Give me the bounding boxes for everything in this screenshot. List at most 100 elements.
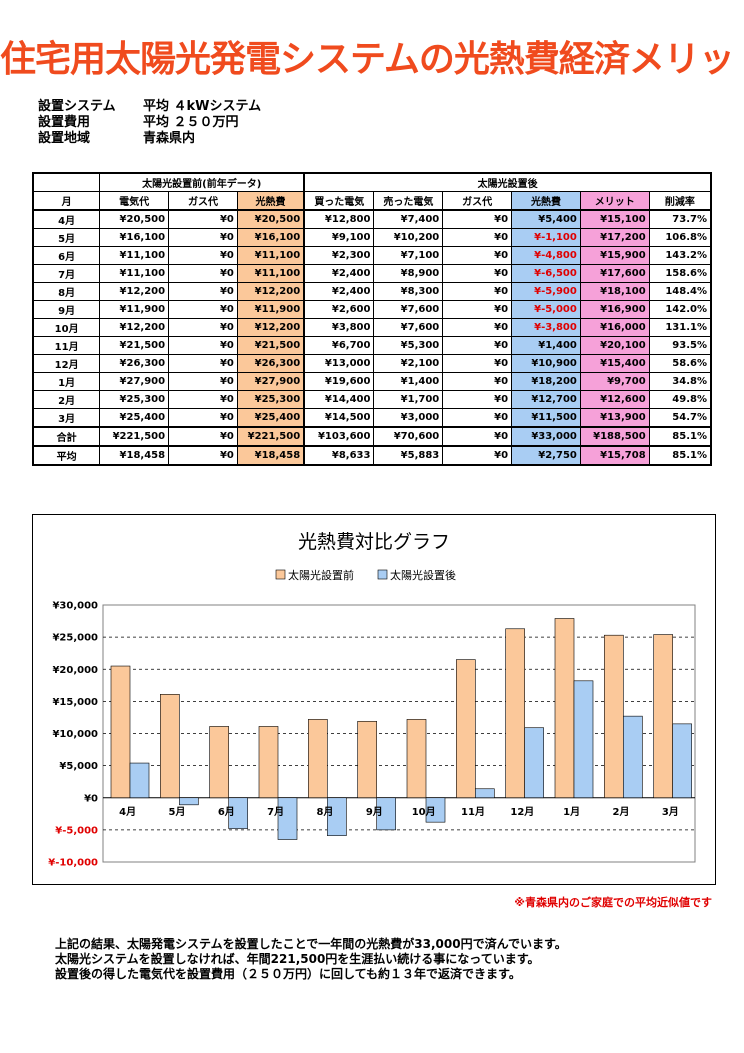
table-cell: ¥0 <box>442 390 513 409</box>
x-tick-label: 12月 <box>510 806 534 818</box>
bar <box>406 719 427 799</box>
y-tick-label: ¥30,000 <box>52 601 98 612</box>
table-cell: ¥0 <box>168 445 238 466</box>
table-cell: ¥5,400 <box>511 209 581 229</box>
table-cell: 34.8% <box>648 372 712 391</box>
table-cell: 平均 <box>32 445 101 466</box>
table-row: 7月 ¥11,100 ¥0 ¥11,100 ¥2,400 ¥8,900 ¥0 ¥-6,500 ¥… <box>32 264 712 283</box>
table-cell: 73.7% <box>648 209 712 229</box>
table-cell: ¥0 <box>168 408 238 428</box>
table-cell: ¥7,400 <box>373 209 444 229</box>
table-cell: ¥8,633 <box>303 445 375 466</box>
group-header-before: 太陽光設置前(前年データ) <box>99 172 305 192</box>
table-cell: ¥1,400 <box>373 372 444 391</box>
table-cell: ¥11,900 <box>99 300 170 319</box>
column-header: 月 <box>32 191 101 211</box>
table-cell: ¥7,600 <box>373 300 444 319</box>
table-cell: 142.0% <box>648 300 712 319</box>
table-cell: ¥19,600 <box>303 372 375 391</box>
table-cell: ¥0 <box>442 264 513 283</box>
table-cell: 54.7% <box>648 408 712 428</box>
table-cell: ¥1,400 <box>511 336 581 355</box>
x-tick-label: 6月 <box>218 806 235 818</box>
table-cell: 131.1% <box>648 318 712 337</box>
table-cell: 49.8% <box>648 390 712 409</box>
table-cell: ¥11,900 <box>236 300 305 319</box>
table-row: 3月 ¥25,400 ¥0 ¥25,400 ¥14,500 ¥3,000 ¥0 ¥11,500… <box>32 408 712 428</box>
table-cell: ¥17,600 <box>579 264 650 283</box>
table-cell: ¥0 <box>168 246 238 265</box>
chart-container: 光熱費対比グラフ 太陽光設置前 太陽光設置後 ¥30,000 ¥25,000 ¥20,00… <box>32 514 716 885</box>
table-cell: 11月 <box>32 336 101 355</box>
table-cell: ¥12,700 <box>511 390 581 409</box>
column-header: 削減率 <box>648 191 712 211</box>
table-cell: ¥15,900 <box>579 246 650 265</box>
column-header: 電気代 <box>99 191 170 211</box>
bar <box>357 720 377 799</box>
table-cell: ¥33,000 <box>511 426 581 447</box>
table-cell: 合計 <box>32 426 101 447</box>
table-cell: ¥-6,500 <box>511 264 581 283</box>
bar <box>160 694 180 799</box>
chart-title: 光熱費対比グラフ <box>298 531 450 553</box>
table-cell: ¥27,900 <box>236 372 305 391</box>
table-cell: ¥16,100 <box>236 228 305 247</box>
table-cell: ¥0 <box>442 408 513 428</box>
summary: 上記の結果、太陽発電システムを設置したことで一年間の光熱費が33,000円で済ん… <box>55 937 567 982</box>
column-header: 光熱費 <box>236 191 305 211</box>
x-tick-label: 2月 <box>613 806 630 818</box>
table-cell: ¥0 <box>168 282 238 301</box>
table-row: 10月 ¥12,200 ¥0 ¥12,200 ¥3,800 ¥7,600 ¥0 ¥-3,800… <box>32 318 712 337</box>
summary-line: 上記の結果、太陽発電システムを設置したことで一年間の光熱費が33,000円で済ん… <box>55 937 567 951</box>
page-title: 住宅用太陽光発電システムの光熱費経済メリット <box>0 39 744 80</box>
column-header: 光熱費 <box>511 191 581 211</box>
bar <box>308 719 328 799</box>
footnote: ※青森県内のご家庭での平均近似値です <box>514 896 712 909</box>
info-value: 青森県内 <box>143 131 196 146</box>
table-cell: 158.6% <box>648 264 712 283</box>
table-cell: ¥0 <box>442 300 513 319</box>
table-cell: ¥16,000 <box>579 318 650 337</box>
y-tick-label: ¥25,000 <box>52 633 98 644</box>
column-header: 売った電気 <box>373 191 444 211</box>
table-cell: ¥11,500 <box>511 408 581 428</box>
table-cell: ¥221,500 <box>236 426 305 447</box>
legend-label: 太陽光設置後 <box>390 568 456 582</box>
table-cell: 9月 <box>32 300 101 319</box>
y-tick-label: ¥0 <box>84 793 98 804</box>
table-cell: ¥25,400 <box>236 408 305 428</box>
table-cell: 106.8% <box>648 228 712 247</box>
table-cell: 93.5% <box>648 336 712 355</box>
table-cell: ¥70,600 <box>373 426 444 447</box>
table-cell: ¥9,100 <box>303 228 375 247</box>
x-tick-label: 1月 <box>563 806 580 818</box>
table-cell: ¥15,100 <box>579 209 650 229</box>
table-row: 8月 ¥12,200 ¥0 ¥12,200 ¥2,400 ¥8,300 ¥0 ¥-5,900 ¥… <box>32 282 712 301</box>
table-row: 6月 ¥11,100 ¥0 ¥11,100 ¥2,300 ¥7,100 ¥0 ¥-4,800 ¥… <box>32 246 712 265</box>
table-cell: ¥15,400 <box>579 354 650 373</box>
y-tick-label: ¥-5,000 <box>55 825 98 836</box>
table-cell: ¥20,100 <box>579 336 650 355</box>
table-cell: ¥6,700 <box>303 336 375 355</box>
table-cell: 7月 <box>32 264 101 283</box>
info-value: 平均 ４kWシステム <box>143 99 262 114</box>
table-cell: ¥12,600 <box>579 390 650 409</box>
bar <box>209 726 229 799</box>
column-header: ガス代 <box>168 191 238 211</box>
x-tick-label: 3月 <box>662 806 679 818</box>
table-row: 1月 ¥27,900 ¥0 ¥27,900 ¥19,600 ¥1,400 ¥0 ¥18,200… <box>32 372 712 391</box>
table-cell: 1月 <box>32 372 101 391</box>
table-cell: ¥11,100 <box>236 264 305 283</box>
table-cell: ¥2,400 <box>303 282 375 301</box>
table-cell: ¥0 <box>168 390 238 409</box>
table-cell: ¥27,900 <box>99 372 170 391</box>
table-cell: ¥0 <box>168 300 238 319</box>
table-cell: ¥3,800 <box>303 318 375 337</box>
table-cell: 85.1% <box>648 426 712 447</box>
table-cell: ¥12,200 <box>99 282 170 301</box>
table-cell: ¥25,400 <box>99 408 170 428</box>
table-cell: ¥15,708 <box>579 445 650 466</box>
table-cell: ¥-3,800 <box>511 318 581 337</box>
table-cell: ¥0 <box>168 228 238 247</box>
table-cell: ¥18,200 <box>511 372 581 391</box>
